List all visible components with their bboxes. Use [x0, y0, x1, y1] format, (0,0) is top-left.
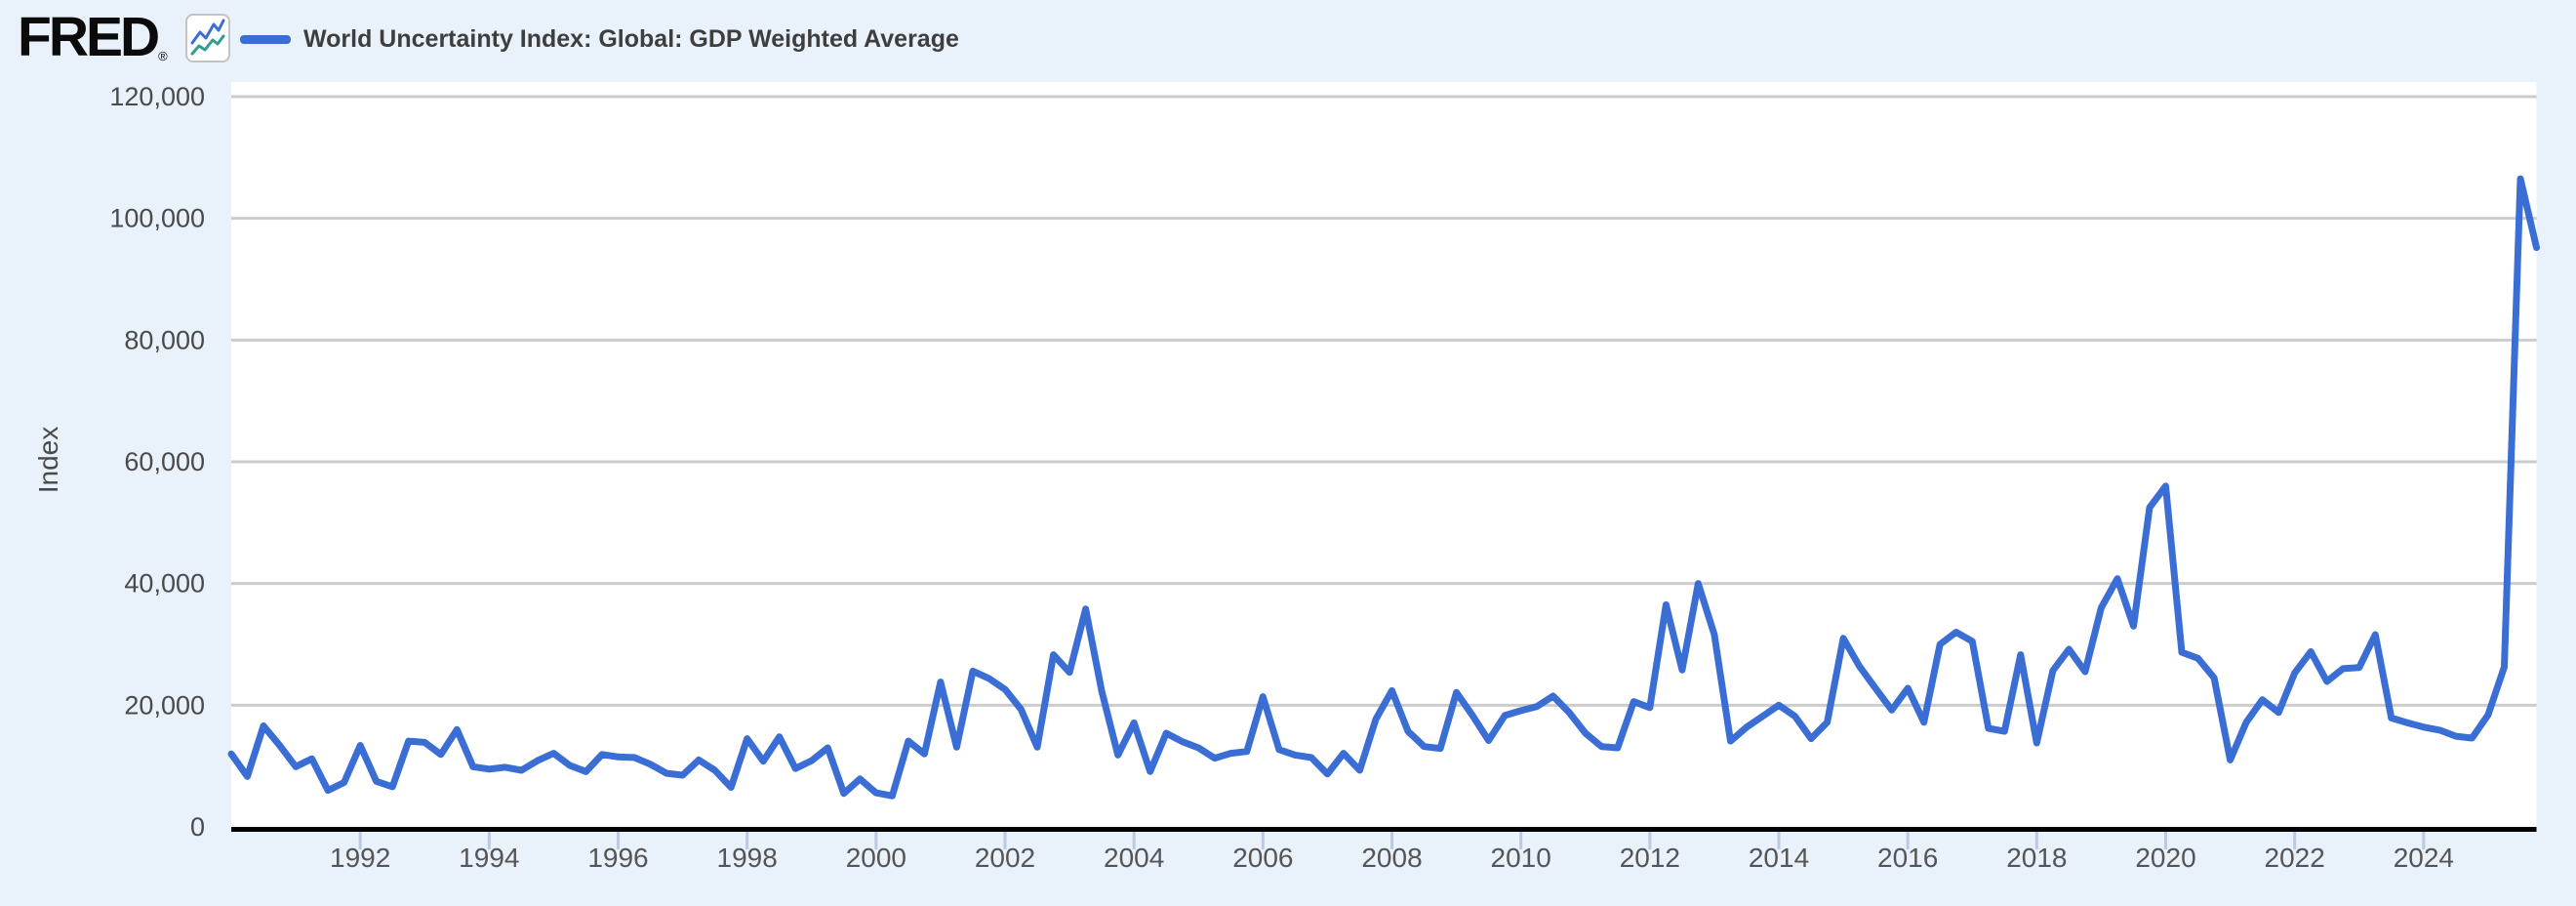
x-tick-label-1992: 1992 [330, 843, 390, 873]
registered-trademark-mark: ® [158, 49, 168, 63]
x-axis-line [231, 827, 2537, 832]
plot-background [231, 82, 2537, 827]
y-tick-label-120000: 120,000 [109, 82, 205, 111]
series-line-world-uncertainty-index [227, 175, 2540, 800]
x-tick-mark-2008 [1390, 832, 1394, 849]
x-tick-mark-1992 [358, 832, 362, 849]
fred-line-chart-icon-glyph [190, 19, 225, 56]
x-tick-mark-1998 [745, 832, 749, 849]
x-tick-mark-2024 [2422, 832, 2426, 849]
x-tick-mark-2022 [2293, 832, 2297, 849]
x-tick-label-1998: 1998 [717, 843, 778, 873]
x-tick-label-2020: 2020 [2135, 843, 2195, 873]
legend-item[interactable]: World Uncertainty Index: Global: GDP Wei… [240, 25, 959, 54]
x-tick-mark-2014 [1777, 832, 1781, 849]
x-tick-label-2012: 2012 [1620, 843, 1680, 873]
fred-logo[interactable]: FRED ® [18, 10, 168, 65]
y-tick-label-60000: 60,000 [124, 447, 205, 476]
x-tick-label-2018: 2018 [2006, 843, 2067, 873]
y-tick-label-40000: 40,000 [124, 569, 205, 598]
x-tick-label-2024: 2024 [2394, 843, 2454, 873]
x-tick-mark-2010 [1519, 832, 1523, 849]
x-tick-label-1996: 1996 [587, 843, 648, 873]
y-tick-label-20000: 20,000 [124, 690, 205, 720]
x-tick-mark-2002 [1003, 832, 1007, 849]
x-tick-mark-2000 [874, 832, 878, 849]
x-tick-label-2006: 2006 [1232, 843, 1293, 873]
fred-line-chart-icon [185, 14, 230, 62]
x-tick-label-2002: 2002 [975, 843, 1035, 873]
x-tick-mark-2006 [1261, 832, 1265, 849]
x-tick-mark-1994 [487, 832, 491, 849]
y-tick-label-80000: 80,000 [124, 325, 205, 354]
x-tick-mark-2012 [1648, 832, 1652, 849]
x-tick-label-2014: 2014 [1749, 843, 1809, 873]
x-tick-mark-2020 [2164, 832, 2168, 849]
x-tick-label-2008: 2008 [1361, 843, 1422, 873]
y-tick-label-0: 0 [190, 812, 205, 842]
x-tick-mark-1996 [617, 832, 621, 849]
x-tick-mark-2016 [1906, 832, 1910, 849]
fred-wordmark: FRED [18, 6, 160, 68]
x-tick-label-2000: 2000 [846, 843, 906, 873]
y-tick-label-100000: 100,000 [109, 204, 205, 233]
x-tick-mark-2004 [1132, 832, 1136, 849]
x-tick-label-2016: 2016 [1877, 843, 1938, 873]
x-tick-mark-2018 [2034, 832, 2038, 849]
legend-series-label: World Uncertainty Index: Global: GDP Wei… [303, 25, 959, 53]
legend-line-swatch [240, 35, 291, 44]
x-tick-label-1994: 1994 [459, 843, 519, 873]
x-tick-label-2010: 2010 [1491, 843, 1551, 873]
x-tick-label-2004: 2004 [1104, 843, 1164, 873]
x-tick-label-2022: 2022 [2265, 843, 2325, 873]
